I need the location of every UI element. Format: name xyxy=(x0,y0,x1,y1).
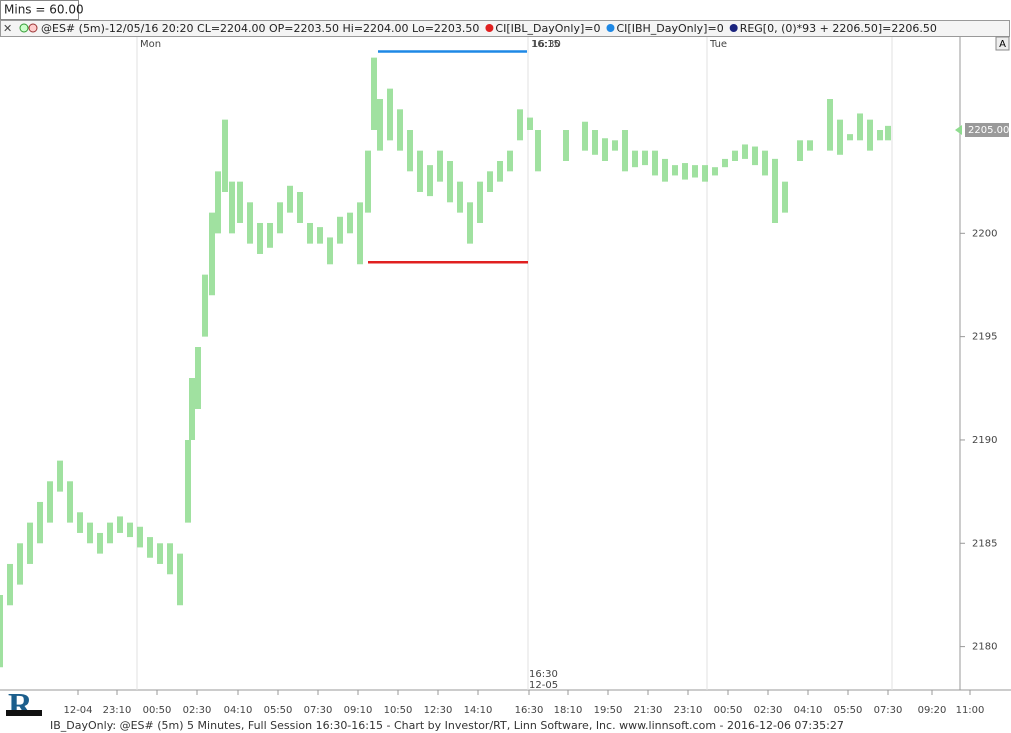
y-tick-label: 2185 xyxy=(972,538,997,549)
top-label: Mins = 60.00 xyxy=(4,3,84,17)
x-tick-label: 04:10 xyxy=(794,705,823,716)
y-tick-label: 2180 xyxy=(972,642,997,653)
x-tick-label: 09:20 xyxy=(918,705,947,716)
x-tick-label: 00:50 xyxy=(714,705,743,716)
top-label-box xyxy=(0,0,79,20)
auto-scale-button[interactable] xyxy=(995,36,1010,51)
x-tick-label: 23:10 xyxy=(674,705,703,716)
x-tick-label: 11:00 xyxy=(956,705,985,716)
legend-marker xyxy=(606,24,615,32)
x-tick-label: 19:50 xyxy=(594,705,623,716)
logo-letter: R xyxy=(8,687,33,724)
divider-label: Mon xyxy=(140,39,161,50)
x-tick-label: 09:10 xyxy=(344,705,373,716)
legend-quote: @ES# (5m)-12/05/16 20:20 CL=2204.00 OP=2… xyxy=(41,22,479,35)
x-tick-label: 05:50 xyxy=(264,705,293,716)
toggle-icon[interactable] xyxy=(28,23,38,33)
session-sub: 12-05 xyxy=(529,680,558,691)
x-tick-label: 12:30 xyxy=(424,705,453,716)
legend-item: REG[0, (0)*93 + 2206.50]=2206.50 xyxy=(740,22,937,35)
legend-marker xyxy=(485,24,494,32)
y-tick-label: 2195 xyxy=(972,332,997,343)
close-icon[interactable]: ✕ xyxy=(3,22,12,35)
x-tick-label: 12-04 xyxy=(63,705,92,716)
session-label: 16:30 xyxy=(532,39,561,50)
legend-item: CI[IBL_DayOnly]=0 xyxy=(495,22,600,35)
x-tick-label: 04:10 xyxy=(224,705,253,716)
footer: IB_DayOnly: @ES# (5m) 5 Minutes, Full Se… xyxy=(50,719,844,732)
x-tick-label: 02:30 xyxy=(754,705,783,716)
session-label: 16:30 xyxy=(529,669,558,680)
x-tick-label: 16:30 xyxy=(515,705,544,716)
x-tick-label: 02:30 xyxy=(183,705,212,716)
y-tick-label: 2190 xyxy=(972,435,997,446)
last-price-arrow xyxy=(955,124,962,135)
x-tick-label: 18:10 xyxy=(554,705,583,716)
last-price-label: 2205.00 xyxy=(968,125,1009,136)
toggle-icon[interactable] xyxy=(19,23,29,33)
y-tick-label: 2200 xyxy=(972,228,997,239)
last-price-box xyxy=(965,122,1009,137)
divider-label: 16:15 xyxy=(531,39,560,50)
x-tick-label: 00:50 xyxy=(143,705,172,716)
legend-item: CI[IBH_DayOnly]=0 xyxy=(616,22,723,35)
logo: R xyxy=(6,687,42,724)
x-tick-label: 05:50 xyxy=(834,705,863,716)
auto-scale-label[interactable]: A xyxy=(999,39,1006,50)
legend-bar xyxy=(0,20,1010,37)
x-tick-label: 14:10 xyxy=(464,705,493,716)
x-tick-label: 23:10 xyxy=(103,705,132,716)
x-tick-label: 21:30 xyxy=(634,705,663,716)
divider-label: Tue xyxy=(709,39,727,50)
logo-band xyxy=(6,710,42,716)
legend-marker xyxy=(729,24,738,32)
x-tick-label: 07:30 xyxy=(874,705,903,716)
x-tick-label: 07:30 xyxy=(304,705,333,716)
x-tick-label: 10:50 xyxy=(384,705,413,716)
